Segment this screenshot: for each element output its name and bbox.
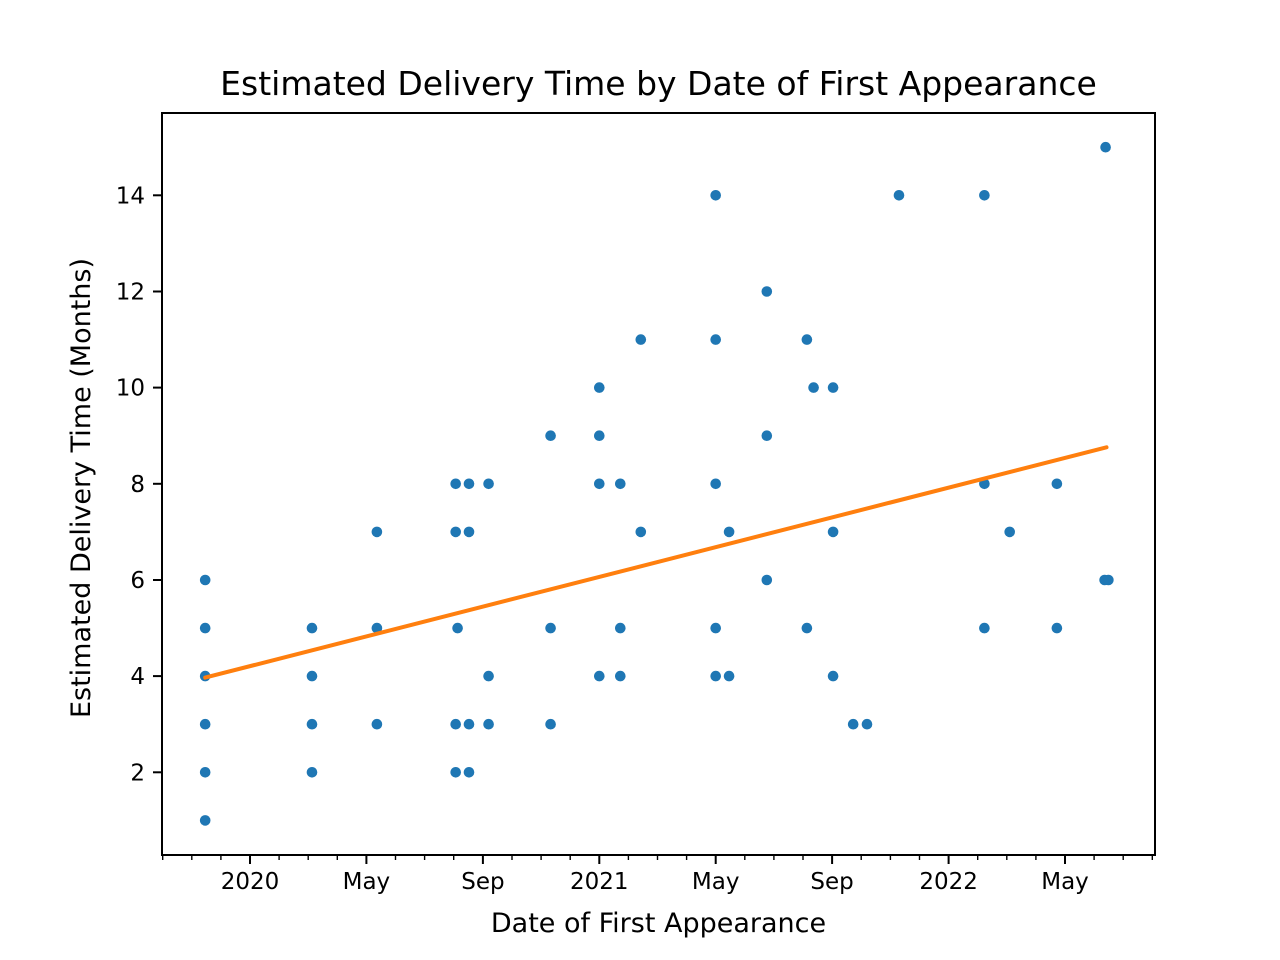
- data-point: [199, 767, 211, 778]
- data-point: [979, 622, 990, 634]
- data-point: [450, 767, 462, 778]
- data-point: [371, 526, 383, 538]
- data-point: [450, 718, 462, 730]
- plot-border: [161, 112, 1156, 856]
- data-point: [1100, 141, 1111, 153]
- y-tick-label: 4: [130, 664, 145, 690]
- data-point: [594, 430, 605, 442]
- data-point: [594, 382, 605, 393]
- x-tick-label: Sep: [810, 869, 853, 895]
- y-tick-label: 6: [130, 568, 145, 594]
- data-point: [893, 190, 905, 201]
- data-point: [545, 430, 556, 442]
- data-point: [1103, 574, 1114, 586]
- data-point: [306, 718, 318, 730]
- y-tick-label: 10: [116, 376, 145, 402]
- data-point: [761, 430, 773, 442]
- data-point: [808, 382, 819, 393]
- data-point: [306, 767, 318, 778]
- data-point: [827, 526, 839, 538]
- trend-line: [203, 445, 1109, 680]
- data-point: [594, 478, 605, 490]
- data-point: [199, 622, 211, 634]
- data-point: [861, 718, 873, 730]
- data-point: [827, 382, 839, 393]
- data-point: [199, 815, 211, 826]
- data-point: [710, 334, 721, 345]
- x-tick-label: 2022: [919, 869, 978, 895]
- data-point: [761, 286, 773, 297]
- data-point: [463, 478, 475, 490]
- data-point: [1051, 478, 1063, 490]
- data-point: [723, 526, 735, 538]
- data-point: [463, 767, 475, 778]
- data-point: [1051, 622, 1063, 634]
- data-point: [199, 574, 211, 586]
- data-point: [710, 190, 721, 201]
- data-point: [1004, 526, 1015, 538]
- data-point: [761, 574, 773, 586]
- x-tick-label: May: [343, 869, 391, 895]
- data-point: [594, 670, 605, 682]
- y-tick-label: 12: [116, 280, 145, 306]
- data-point: [723, 670, 735, 682]
- data-point: [545, 622, 556, 634]
- y-tick-label: 8: [130, 472, 145, 498]
- y-tick-label: 2: [130, 760, 145, 786]
- x-axis-title: Date of First Appearance: [490, 908, 827, 939]
- data-point: [371, 622, 383, 634]
- data-point: [615, 622, 626, 634]
- data-point: [710, 670, 721, 682]
- data-point: [371, 718, 383, 730]
- chart-title: Estimated Delivery Time by Date of First…: [220, 64, 1097, 103]
- data-point: [199, 718, 211, 730]
- data-point: [306, 622, 318, 634]
- data-point: [483, 718, 494, 730]
- data-point: [827, 670, 839, 682]
- data-point: [635, 334, 647, 345]
- data-point: [847, 718, 859, 730]
- x-tick-label: Sep: [461, 869, 504, 895]
- y-tick-label: 14: [116, 183, 145, 209]
- data-point: [710, 622, 721, 634]
- data-point: [615, 670, 626, 682]
- data-point: [710, 478, 721, 490]
- data-point: [452, 622, 463, 634]
- data-point: [615, 478, 626, 490]
- data-point: [635, 526, 647, 538]
- data-point: [306, 670, 318, 682]
- data-point: [450, 526, 462, 538]
- x-tick-label: May: [1041, 869, 1089, 895]
- x-tick-label: 2020: [221, 869, 280, 895]
- x-tick-label: May: [692, 869, 740, 895]
- data-point: [483, 478, 494, 490]
- data-point: [483, 670, 494, 682]
- x-tick-label: 2021: [570, 869, 629, 895]
- data-point: [463, 526, 475, 538]
- data-point: [979, 190, 990, 201]
- data-point: [463, 718, 475, 730]
- data-point: [801, 334, 813, 345]
- data-point: [450, 478, 462, 490]
- data-point: [545, 718, 556, 730]
- data-point: [801, 622, 813, 634]
